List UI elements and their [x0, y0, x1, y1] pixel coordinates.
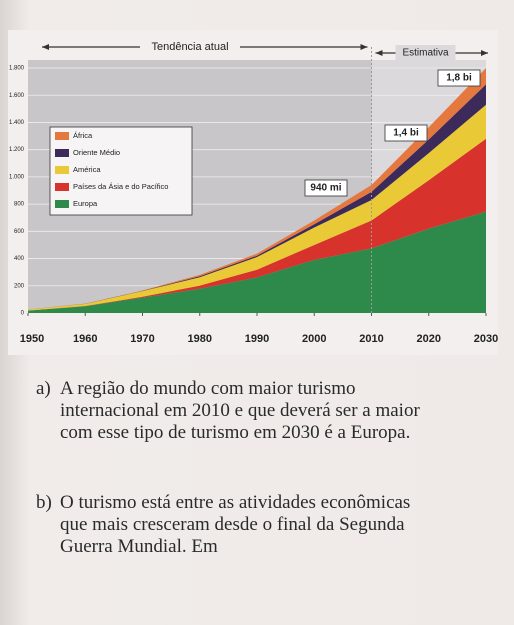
chart: 0 200 400 600 800 1.000 1.200 1.400 1.600 1.800 19… [8, 39, 499, 345]
x-tick-label: 1990 [245, 333, 269, 345]
x-tick-label: 2000 [302, 333, 326, 345]
y-tick-label: 1.600 [9, 93, 25, 99]
question: b) O turismo está entre as atividades eco… [36, 492, 436, 558]
y-tick-label: 1.400 [9, 120, 25, 126]
period-label: Tendência atual [151, 41, 228, 53]
question-text: A região do mundo com maior turismo inte… [60, 378, 420, 443]
legend-label: Oriente Médio [73, 148, 120, 157]
legend-box [49, 126, 193, 216]
legend-swatch [55, 200, 69, 208]
arrow-head [42, 44, 49, 50]
question-text: O turismo está entre as atividades econô… [60, 492, 411, 557]
x-tick-label: 2030 [474, 333, 498, 345]
x-tick-label: 2010 [359, 333, 383, 345]
legend-label: América [73, 165, 101, 174]
question-label: a) [36, 378, 51, 399]
annotation-box [304, 179, 348, 197]
arrow-head [481, 50, 488, 56]
x-tick-label: 1950 [20, 333, 44, 345]
legend-label: Países da Ásia e do Pacífico [73, 182, 168, 191]
x-tick-label: 1970 [130, 333, 154, 345]
question-label: b) [36, 492, 52, 513]
legend-swatch [55, 149, 69, 157]
y-tick-label: 400 [14, 256, 25, 262]
legend-label: África [73, 131, 93, 140]
legend-label: Europa [73, 199, 98, 208]
y-tick-label: 1.000 [9, 174, 25, 180]
y-tick-label: 1.200 [9, 147, 25, 153]
y-tick-label: 1.800 [9, 66, 25, 72]
area [28, 104, 486, 311]
x-tick-label: 1980 [188, 333, 212, 345]
annotation: 1,8 bi [446, 73, 472, 84]
x-tick-label: 1960 [73, 333, 97, 345]
annotation-box [384, 124, 428, 142]
legend-swatch [55, 166, 69, 174]
question: a) A região do mundo com maior turismo in… [36, 378, 436, 444]
legend-swatch [55, 183, 69, 191]
annotation: 940 mi [310, 183, 341, 194]
y-tick-label: 800 [14, 202, 25, 208]
legend-swatch [55, 132, 69, 140]
annotation: 1,4 bi [393, 128, 419, 139]
period-label-bg [395, 45, 456, 61]
area [28, 138, 486, 311]
x-tick-label: 2020 [417, 333, 441, 345]
arrow-head [375, 50, 383, 56]
y-tick-label: 600 [14, 229, 25, 235]
period-label: Estimativa [402, 48, 449, 59]
arrow-head [360, 44, 368, 50]
period-label-bg [140, 39, 240, 55]
y-tick-label: 200 [14, 283, 25, 289]
annotation-box [437, 69, 481, 87]
y-tick-label: 0 [21, 311, 25, 317]
